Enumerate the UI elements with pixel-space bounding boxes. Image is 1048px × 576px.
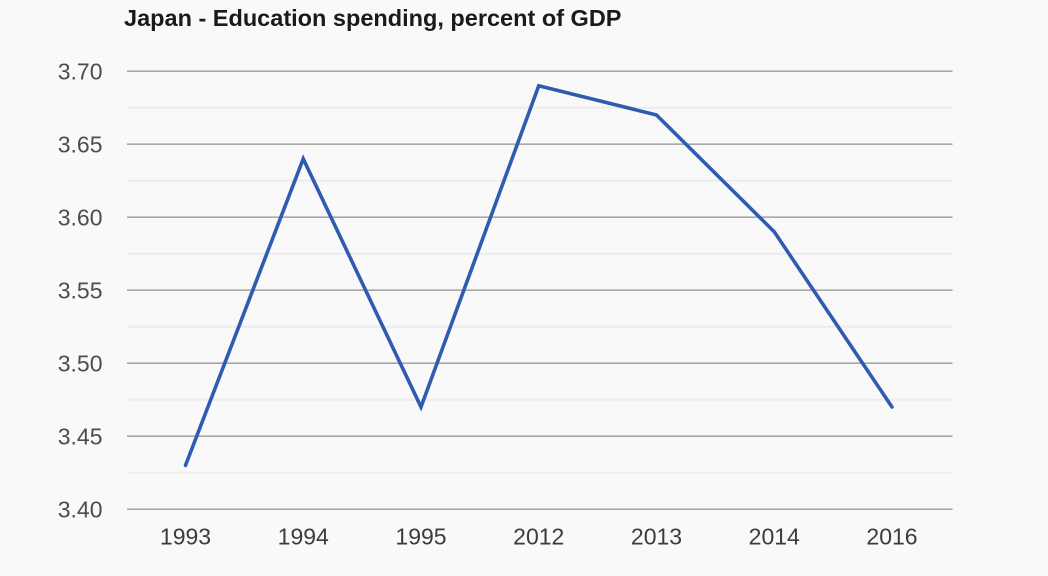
svg-text:2012: 2012 bbox=[513, 524, 564, 550]
svg-text:1994: 1994 bbox=[278, 524, 329, 550]
svg-text:Japan - Education spending, pe: Japan - Education spending, percent of G… bbox=[124, 5, 621, 31]
svg-text:1993: 1993 bbox=[160, 524, 211, 550]
svg-text:3.55: 3.55 bbox=[58, 277, 103, 303]
svg-text:3.40: 3.40 bbox=[58, 496, 103, 522]
svg-text:2014: 2014 bbox=[749, 524, 800, 550]
svg-text:3.65: 3.65 bbox=[58, 131, 103, 157]
svg-text:2016: 2016 bbox=[866, 524, 917, 550]
svg-text:2013: 2013 bbox=[631, 524, 682, 550]
svg-text:3.60: 3.60 bbox=[58, 204, 103, 230]
svg-text:1995: 1995 bbox=[395, 524, 446, 550]
svg-text:3.70: 3.70 bbox=[58, 58, 103, 84]
svg-text:3.50: 3.50 bbox=[58, 350, 103, 376]
svg-text:3.45: 3.45 bbox=[58, 423, 103, 449]
